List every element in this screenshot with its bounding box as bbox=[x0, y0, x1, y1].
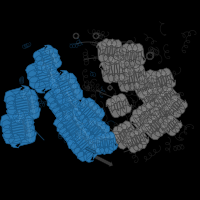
Polygon shape bbox=[44, 84, 84, 124]
Polygon shape bbox=[142, 111, 170, 140]
Polygon shape bbox=[99, 54, 135, 83]
Polygon shape bbox=[148, 68, 176, 95]
Polygon shape bbox=[26, 58, 61, 93]
Polygon shape bbox=[155, 86, 180, 112]
Polygon shape bbox=[53, 110, 92, 147]
Polygon shape bbox=[96, 38, 124, 63]
Polygon shape bbox=[130, 103, 160, 133]
Polygon shape bbox=[111, 121, 139, 149]
Polygon shape bbox=[115, 64, 148, 92]
Polygon shape bbox=[0, 110, 37, 148]
FancyArrow shape bbox=[85, 147, 96, 154]
Polygon shape bbox=[81, 117, 110, 144]
Polygon shape bbox=[151, 97, 179, 125]
FancyArrow shape bbox=[93, 154, 113, 167]
Polygon shape bbox=[164, 95, 187, 118]
Polygon shape bbox=[131, 70, 162, 99]
Polygon shape bbox=[67, 130, 102, 162]
Polygon shape bbox=[49, 70, 83, 107]
Polygon shape bbox=[72, 98, 105, 127]
Polygon shape bbox=[161, 115, 182, 136]
Polygon shape bbox=[139, 82, 167, 109]
Polygon shape bbox=[4, 86, 41, 124]
Polygon shape bbox=[116, 43, 146, 69]
Polygon shape bbox=[106, 94, 131, 118]
Polygon shape bbox=[33, 45, 62, 74]
Polygon shape bbox=[92, 132, 118, 155]
Polygon shape bbox=[123, 127, 149, 153]
